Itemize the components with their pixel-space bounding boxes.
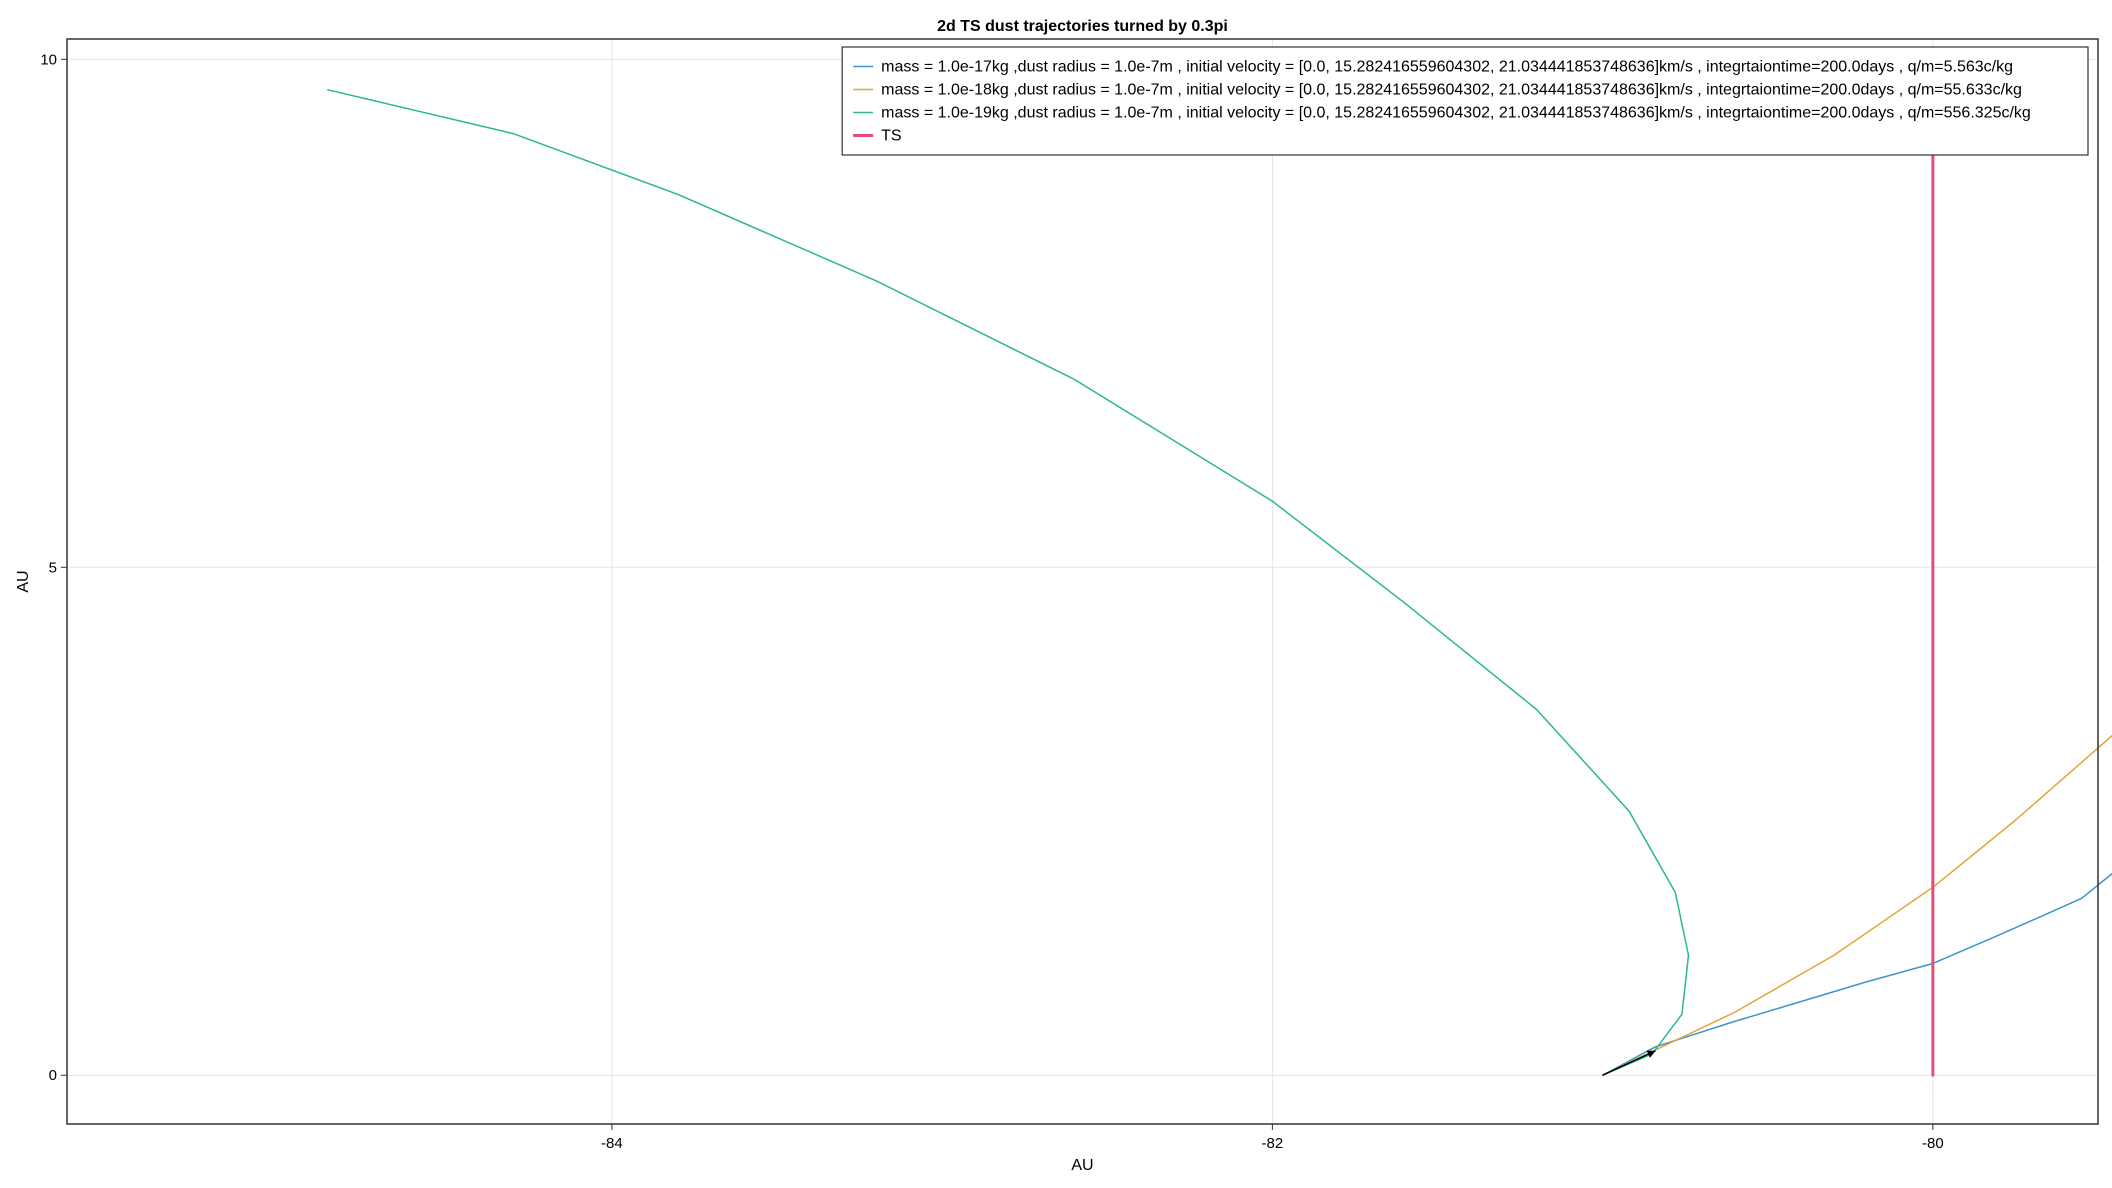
series-layer xyxy=(327,89,2112,1077)
legend-label-3: TS xyxy=(881,128,901,145)
y-tick-label-0: 0 xyxy=(49,1067,57,1084)
grid-layer xyxy=(67,39,2098,1124)
series-line-2 xyxy=(327,89,1690,1076)
chart-title: 2d TS dust trajectories turned by 0.3pi xyxy=(937,18,1228,35)
y-tick-label-1: 5 xyxy=(49,559,57,576)
annotation-layer xyxy=(1602,1050,1656,1076)
series-line-0 xyxy=(1601,872,2112,1076)
legend-label-2: mass = 1.0e-19kg ,dust radius = 1.0e-7m … xyxy=(881,105,2031,122)
series-line-1 xyxy=(1601,734,2112,1076)
x-tick-label-2: -80 xyxy=(1922,1135,1944,1152)
legend-box xyxy=(841,46,2089,156)
y-axis-label: AU xyxy=(15,570,32,592)
plot-frame xyxy=(66,38,2099,1125)
y-tick-label-2: 10 xyxy=(40,51,57,68)
x-axis-label: AU xyxy=(1071,1157,1093,1174)
legend-label-1: mass = 1.0e-18kg ,dust radius = 1.0e-7m … xyxy=(881,82,2022,99)
tick-layer: -84 -82 -80 0 5 10 xyxy=(40,51,1943,1152)
annotation-arrow-0 xyxy=(1602,1050,1656,1076)
legend: mass = 1.0e-17kg ,dust radius = 1.0e-7m … xyxy=(841,46,2089,156)
legend-label-0: mass = 1.0e-17kg ,dust radius = 1.0e-7m … xyxy=(881,59,2013,76)
x-tick-label-1: -82 xyxy=(1262,1135,1284,1152)
x-tick-label-0: -84 xyxy=(601,1135,623,1152)
